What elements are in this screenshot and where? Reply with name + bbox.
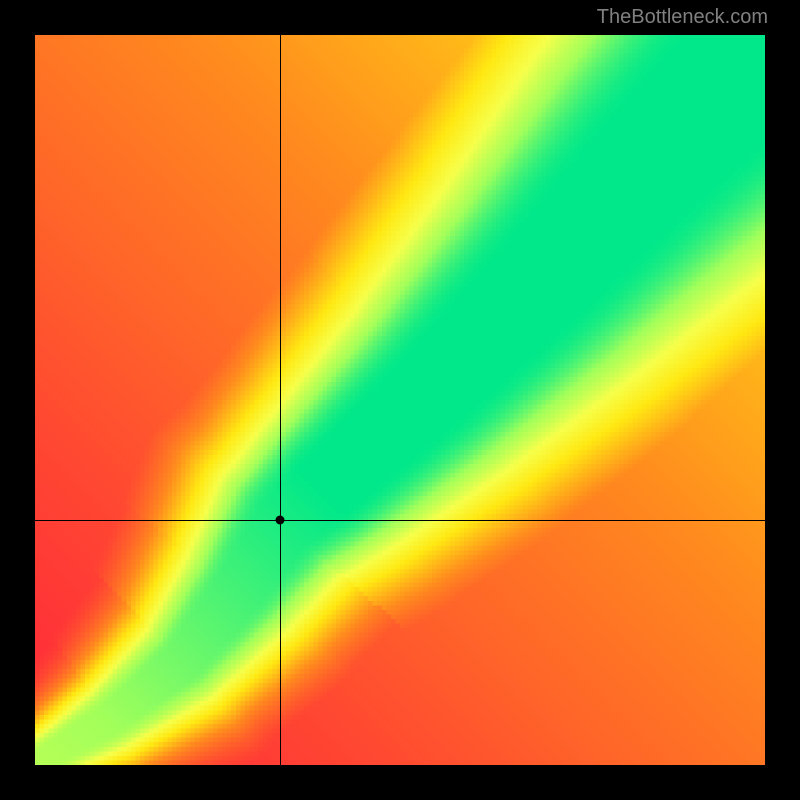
marker-dot xyxy=(275,516,284,525)
heatmap-canvas xyxy=(35,35,765,765)
watermark-text: TheBottleneck.com xyxy=(597,6,768,29)
plot-area xyxy=(35,35,765,765)
crosshair-horizontal xyxy=(35,520,765,521)
crosshair-vertical xyxy=(280,35,281,765)
